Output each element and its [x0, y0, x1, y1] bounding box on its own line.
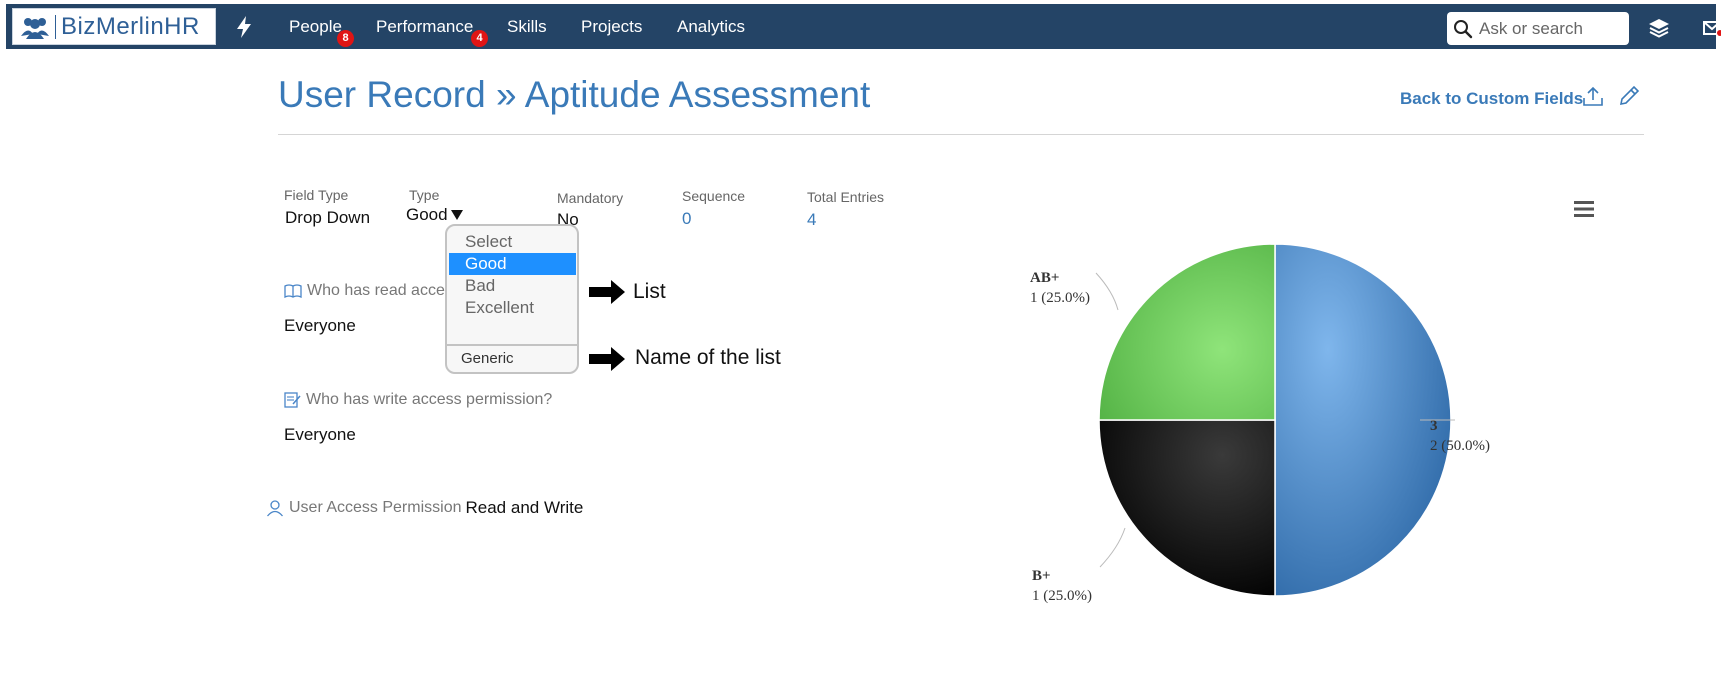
pie-label-value-1: 1 (25.0%): [1032, 588, 1092, 604]
user-access-permission: User Access Permission Read and Write: [266, 498, 583, 518]
type-label: Type: [409, 187, 440, 203]
sequence-value: 0: [682, 209, 692, 228]
top-navbar: BizMerlinHR People 8 Performance 4 Skill…: [6, 4, 1721, 49]
pie-chart: 3 2 (50.0%) B+ 1 (25.0%) AB+ 1 (25.0%): [1030, 243, 1490, 604]
nav-projects[interactable]: Projects: [581, 17, 643, 36]
type-select-value: Good: [406, 205, 448, 224]
mandatory-label: Mandatory: [557, 190, 624, 206]
upload-icon[interactable]: [1581, 84, 1605, 108]
nav-skills[interactable]: Skills: [507, 17, 547, 36]
pie-connector-1: [1099, 527, 1126, 568]
annotation-list: List: [633, 280, 666, 303]
nav-performance[interactable]: Performance: [376, 17, 474, 36]
sequence-label: Sequence: [682, 188, 746, 204]
edit-pencil-icon[interactable]: [1617, 84, 1641, 108]
user-access-permission-value: Read and Write: [465, 498, 584, 517]
performance-count-badge: 4: [471, 30, 488, 47]
pie-label-value-2: 1 (25.0%): [1030, 290, 1090, 306]
annotation-name-of-list: Name of the list: [635, 346, 781, 369]
brand-logo[interactable]: BizMerlinHR: [12, 8, 216, 45]
total-entries-label: Total Entries: [807, 189, 885, 205]
pie-label-name-2: AB+: [1030, 270, 1059, 286]
nav-people[interactable]: People: [289, 17, 342, 36]
dropdown-list-name: Generic: [461, 350, 514, 367]
chart-menu-icon[interactable]: [1572, 199, 1596, 219]
user-access-permission-label: User Access Permission: [289, 499, 462, 516]
people-group-icon: [21, 17, 49, 39]
pie-label-value-0: 2 (50.0%): [1430, 438, 1490, 454]
nav-analytics[interactable]: Analytics: [677, 17, 746, 36]
dropdown-separator: [447, 344, 577, 346]
caret-down-icon: [450, 210, 463, 220]
dropdown-option-excellent[interactable]: Excellent: [465, 298, 534, 317]
search-icon: [1454, 19, 1473, 38]
field-type-label: Field Type: [284, 187, 349, 203]
pie-connector-2: [1095, 272, 1119, 311]
header-divider: [278, 134, 1644, 135]
write-access-label-text: Who has write access permission?: [306, 391, 553, 408]
search-input[interactable]: [1477, 17, 1621, 40]
dropdown-option-good[interactable]: Good: [449, 253, 576, 275]
pie-label-name-1: B+: [1032, 568, 1051, 584]
read-access-value: Everyone: [284, 316, 356, 335]
book-icon: [284, 284, 302, 298]
type-dropdown-list: Select Good Bad Excellent Generic: [445, 224, 579, 374]
search-box: [1447, 12, 1629, 45]
mail-icon[interactable]: [1703, 18, 1721, 38]
annotation-arrow-list: [589, 280, 625, 304]
field-type-value: Drop Down: [285, 208, 371, 227]
user-icon: [267, 500, 283, 517]
page-title: User Record » Aptitude Assessment: [278, 74, 871, 115]
dropdown-option-select[interactable]: Select: [465, 232, 513, 251]
pie-label-name-0: 3: [1430, 418, 1438, 434]
logo-divider: [55, 14, 56, 39]
annotation-arrow-name: [589, 347, 625, 371]
total-entries-value: 4: [807, 210, 817, 229]
write-note-icon: [284, 392, 301, 408]
back-to-custom-fields-link[interactable]: Back to Custom Fields: [1400, 89, 1584, 108]
pie-slice-ab-2[interactable]: [1098, 243, 1276, 421]
brand-name: BizMerlinHR: [61, 12, 200, 40]
people-count-badge: 8: [337, 30, 354, 47]
lightning-icon[interactable]: [234, 15, 254, 39]
write-access-label: Who has write access permission?: [284, 391, 552, 409]
dropdown-option-bad[interactable]: Bad: [465, 276, 496, 295]
write-access-value: Everyone: [284, 425, 356, 444]
layers-icon[interactable]: [1647, 17, 1671, 39]
type-select[interactable]: Good: [406, 205, 463, 225]
pie-slice-b-1[interactable]: [1098, 419, 1276, 597]
